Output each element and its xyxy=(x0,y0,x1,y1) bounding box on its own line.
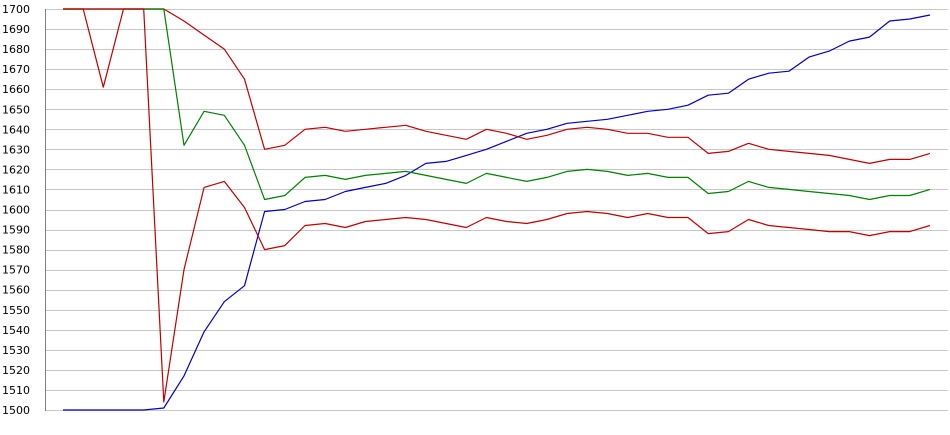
series-layer xyxy=(63,8,931,411)
y-tick-label: 1530 xyxy=(2,344,30,357)
y-tick-label: 1640 xyxy=(2,123,30,136)
y-tick-label: 1550 xyxy=(2,304,30,317)
y-tick-label: 1520 xyxy=(2,364,30,377)
series-line-4 xyxy=(63,8,931,403)
y-tick-label: 1600 xyxy=(2,204,30,217)
y-tick-label: 1570 xyxy=(2,264,30,277)
y-tick-label: 1510 xyxy=(2,384,30,397)
y-tick-label: 1670 xyxy=(2,63,30,76)
y-tick-label: 1690 xyxy=(2,23,30,36)
y-tick-label: 1660 xyxy=(2,83,30,96)
y-tick-label: 1540 xyxy=(2,324,30,337)
y-tick-label: 1630 xyxy=(2,143,30,156)
y-tick-label: 1650 xyxy=(2,103,30,116)
y-tick-labels: 1500 1510 1520 1530 1540 1550 1560 1570 1580 1590… xyxy=(2,3,30,417)
series-line-3 xyxy=(63,8,931,201)
y-tick-label: 1620 xyxy=(2,163,30,176)
y-tick-label: 1610 xyxy=(2,183,30,196)
y-tick-label: 1700 xyxy=(2,3,30,16)
y-tick-label: 1500 xyxy=(2,404,30,417)
series-line-2 xyxy=(63,8,931,164)
y-tick-label: 1580 xyxy=(2,244,30,257)
y-tick-label: 1590 xyxy=(2,224,30,237)
grid-layer xyxy=(45,9,948,411)
y-tick-label: 1560 xyxy=(2,284,30,297)
series-line-1 xyxy=(63,14,931,411)
y-tick-label: 1680 xyxy=(2,43,30,56)
